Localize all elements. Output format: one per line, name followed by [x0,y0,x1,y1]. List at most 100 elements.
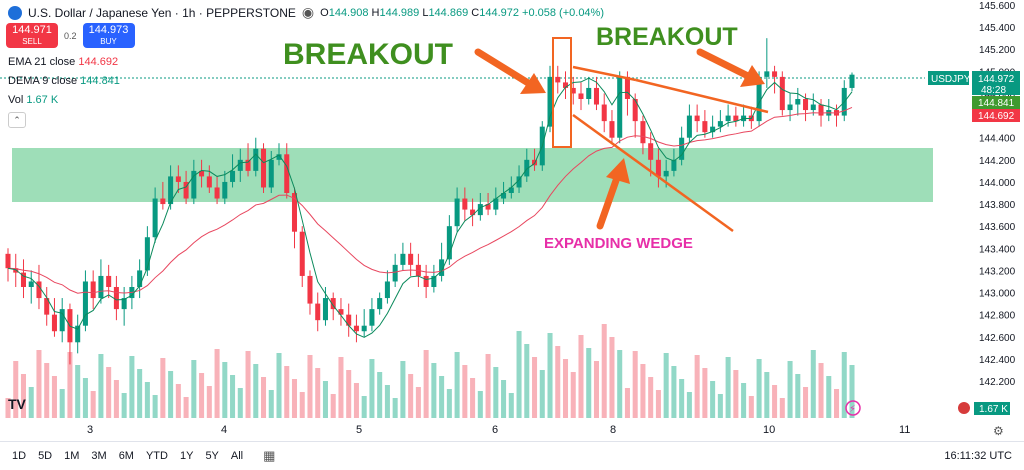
volume-bar [617,350,623,418]
volume-legend-value: 1.67 K [26,94,59,106]
volume-legend[interactable]: Vol 1.67 K [8,94,58,106]
breakout-label-1: BREAKOUT [283,38,453,71]
volume-bar [516,331,522,418]
sell-price: 144.971 [12,24,52,36]
clock[interactable]: 16:11:32 UTC [944,450,1012,462]
dema-legend-value: 144.841 [80,75,120,87]
candle-body [756,76,762,122]
price-tick: 145.600 [979,1,1016,12]
tradingview-logo: TV [8,396,26,412]
ema-legend[interactable]: EMA 21 close 144.692 [8,56,118,68]
volume-bar [245,351,251,418]
tf-1y[interactable]: 1Y [179,450,194,462]
volume-bar [152,395,158,418]
candle-body [702,121,708,133]
dema-legend[interactable]: DEMA 9 close 144.841 [8,75,120,87]
candle-body [361,325,367,332]
volume-bar [75,365,81,418]
symbol-tag [928,71,969,85]
eye-icon[interactable]: ◉ [301,4,315,20]
volume-bar [841,352,847,418]
price-tick: 144.200 [979,156,1016,167]
candle-body [423,275,429,287]
tf-all[interactable]: All [230,450,244,462]
candle-body [818,104,824,116]
buy-button[interactable]: 144.973 BUY [82,23,135,48]
volume-bar [702,368,708,418]
price-axis[interactable]: 145.600145.400145.200145.000144.800144.6… [979,1,1016,388]
sell-button[interactable]: 144.971 SELL [6,23,58,48]
volume-bar [5,398,11,418]
candle-body [624,76,630,99]
candle-body [121,298,127,310]
volume-bar [36,350,42,418]
candle-body [51,314,57,332]
tf-5y[interactable]: 5Y [205,450,219,462]
candle-body [261,148,267,188]
candle-body [725,115,731,122]
volume-bar [183,397,189,418]
volume-bar [570,372,576,418]
candle-body [28,281,34,287]
low-value: 144.869 [428,6,469,19]
volume-tag-text: 1.67 K [979,404,1008,415]
volume-bar [322,381,328,418]
candle-body [384,281,390,299]
candle-body [299,231,305,276]
volume-bar [555,346,561,418]
candle-body [663,170,669,177]
candle-body [516,176,522,188]
volume-bar [20,374,27,418]
tf-1d[interactable]: 1D [12,450,27,462]
time-tick: 4 [221,424,227,436]
tf-ytd[interactable]: YTD [145,450,168,462]
close-label: C [471,6,480,19]
price-tick: 143.400 [979,244,1016,255]
time-axis[interactable]: 3 4 5 6 8 10 11 [87,424,910,436]
candle-body [377,298,383,310]
candle-body [322,298,328,321]
candle-body [462,198,468,210]
candle-body [284,154,290,193]
candle-body [144,237,150,271]
candle-body [59,309,65,332]
candle-body [477,204,483,216]
volume-bar [593,361,599,418]
volume-bar [90,391,96,418]
tf-3m[interactable]: 3M [91,450,107,462]
volume-bar [160,358,166,418]
volume-bar [717,394,723,418]
event-flash-icon[interactable] [845,400,861,416]
candle-body [795,99,801,105]
volume-bar [547,333,553,418]
high-label: H [371,6,380,19]
calendar-icon[interactable]: ▦ [263,448,276,463]
candle-body [206,176,212,188]
arrow-breakout-1 [474,48,546,94]
tf-5d[interactable]: 5D [38,450,53,462]
gear-icon[interactable]: ⚙ [993,424,1004,438]
volume-bar [655,390,661,418]
price-tick: 143.200 [979,266,1016,277]
time-tick: 6 [492,424,498,436]
volume-bar [810,350,816,418]
volume-bar [106,367,112,418]
volume-bar [501,380,507,418]
support-zone [12,148,933,202]
candle-body [439,259,445,276]
time-tick: 11 [899,424,910,436]
candle-body [291,193,298,232]
volume-bar [609,337,615,418]
candle-body [408,253,414,265]
symbol-title[interactable]: U.S. Dollar / Japanese Yen · 1h · PEPPER… [28,5,296,20]
tf-1m[interactable]: 1M [64,450,80,462]
candle-body [562,82,569,88]
volume-bar [849,365,855,418]
collapse-legend-icon[interactable]: ⌃ [8,112,26,128]
breakout-label-2: BREAKOUT [596,23,738,51]
candle-body [330,298,336,310]
tf-6m[interactable]: 6M [118,450,134,462]
volume-bar [803,387,809,418]
candle-body [392,264,398,282]
